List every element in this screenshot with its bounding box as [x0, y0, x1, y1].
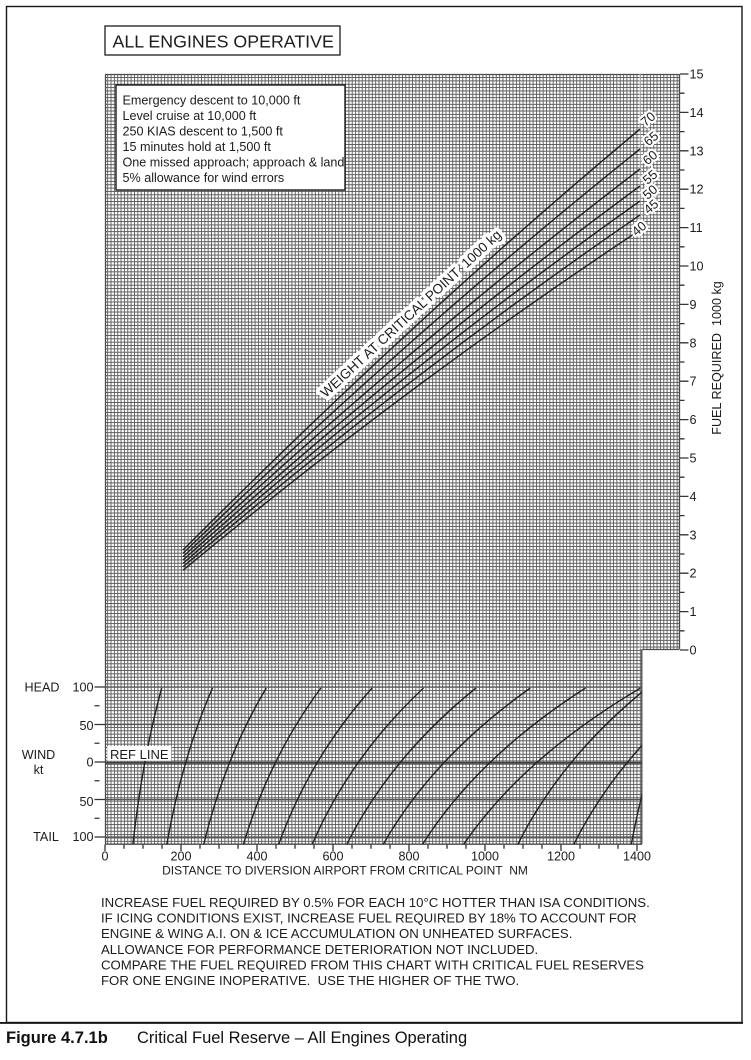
svg-text:ALLOWANCE FOR PERFORMANCE DETE: ALLOWANCE FOR PERFORMANCE DETERIORATION …: [101, 942, 538, 957]
svg-text:0: 0: [690, 644, 697, 658]
svg-text:250 KIAS descent to 1,500 ft: 250 KIAS descent to 1,500 ft: [123, 124, 284, 138]
svg-text:ALL ENGINES OPERATIVE: ALL ENGINES OPERATIVE: [113, 32, 334, 52]
svg-text:12: 12: [690, 183, 704, 197]
svg-text:1200: 1200: [547, 850, 575, 864]
svg-text:REF LINE: REF LINE: [110, 747, 169, 762]
svg-text:0: 0: [86, 756, 93, 770]
svg-text:6: 6: [690, 413, 697, 427]
svg-text:1400: 1400: [623, 850, 651, 864]
svg-text:DISTANCE TO DIVERSION AIRPORT: DISTANCE TO DIVERSION AIRPORT FROM CRITI…: [162, 864, 528, 878]
svg-text:400: 400: [246, 850, 267, 864]
svg-text:15 minutes hold at 1,500 ft: 15 minutes hold at 1,500 ft: [123, 140, 272, 154]
svg-text:8: 8: [690, 336, 697, 350]
svg-text:15: 15: [690, 68, 704, 82]
svg-text:INCREASE FUEL REQUIRED BY 0.5%: INCREASE FUEL REQUIRED BY 0.5% FOR EACH …: [101, 895, 650, 910]
svg-text:Figure 4.7.1b: Figure 4.7.1b: [6, 1029, 108, 1047]
svg-text:Level cruise at 10,000 ft: Level cruise at 10,000 ft: [123, 109, 257, 123]
svg-text:11: 11: [690, 221, 703, 235]
svg-text:14: 14: [690, 106, 704, 120]
svg-text:HEAD: HEAD: [25, 681, 60, 695]
svg-text:2: 2: [690, 567, 697, 581]
svg-text:10: 10: [690, 260, 704, 274]
svg-text:One missed approach; approach: One missed approach; approach & land: [123, 155, 345, 169]
svg-text:Emergency descent to 10,000 ft: Emergency descent to 10,000 ft: [123, 93, 301, 107]
svg-text:IF ICING CONDITIONS EXIST, INC: IF ICING CONDITIONS EXIST, INCREASE FUEL…: [101, 911, 637, 926]
svg-text:100: 100: [72, 681, 93, 695]
svg-text:5% allowance for wind errors: 5% allowance for wind errors: [123, 171, 285, 185]
svg-text:ENGINE & WING A.I. ON & ICE AC: ENGINE & WING A.I. ON & ICE ACCUMULATION…: [101, 926, 572, 941]
svg-text:800: 800: [398, 850, 419, 864]
svg-text:13: 13: [690, 144, 704, 158]
svg-text:COMPARE THE FUEL REQUIRED FROM: COMPARE THE FUEL REQUIRED FROM THIS CHAR…: [101, 957, 644, 972]
svg-text:TAIL: TAIL: [33, 830, 59, 844]
svg-text:0: 0: [101, 850, 108, 864]
svg-text:9: 9: [690, 298, 697, 312]
svg-text:kt: kt: [34, 763, 44, 777]
svg-text:50: 50: [79, 719, 93, 733]
svg-text:FUEL REQUIRED 1000 kg: FUEL REQUIRED 1000 kg: [710, 281, 724, 435]
svg-text:1000: 1000: [471, 850, 499, 864]
svg-text:5: 5: [690, 452, 697, 466]
svg-text:FOR ONE ENGINE INOPERATIVE. U: FOR ONE ENGINE INOPERATIVE. USE THE HIGH…: [101, 973, 519, 988]
svg-text:7: 7: [690, 375, 697, 389]
svg-text:50: 50: [79, 795, 93, 809]
svg-text:600: 600: [322, 850, 343, 864]
svg-text:WIND: WIND: [22, 748, 56, 762]
svg-text:4: 4: [690, 490, 697, 504]
svg-text:Critical Fuel Reserve – All En: Critical Fuel Reserve – All Engines Oper…: [137, 1029, 467, 1047]
svg-text:3: 3: [690, 528, 697, 542]
svg-text:1: 1: [690, 605, 697, 619]
svg-text:200: 200: [170, 850, 191, 864]
svg-text:100: 100: [72, 830, 93, 844]
